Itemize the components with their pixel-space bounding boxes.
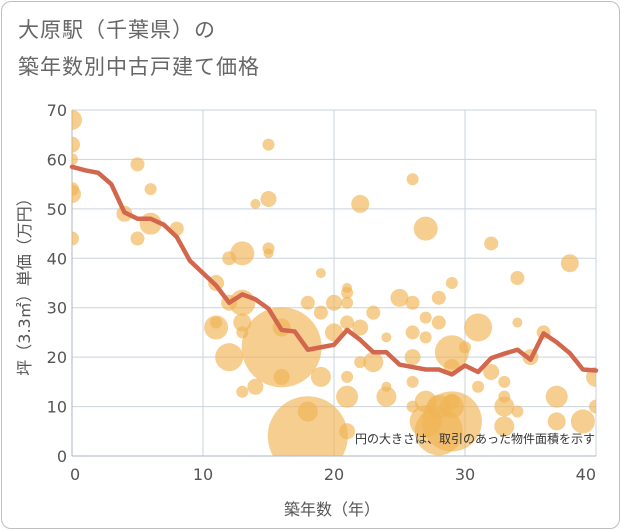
price-bubble <box>144 183 157 196</box>
price-bubble <box>376 386 397 407</box>
price-bubble <box>341 286 354 299</box>
price-bubble <box>405 325 420 340</box>
x-tick-label: 30 <box>455 465 475 484</box>
price-bubble <box>494 416 515 437</box>
price-bubble <box>381 332 392 343</box>
price-bubble <box>510 271 525 286</box>
price-bubble <box>315 268 326 279</box>
price-bubble <box>459 341 471 354</box>
price-bubble <box>421 391 482 452</box>
price-bubble <box>326 294 342 311</box>
price-bubble <box>72 109 82 130</box>
price-bubble <box>72 153 78 166</box>
price-bubble <box>511 405 524 418</box>
x-tick-label: 20 <box>324 465 344 484</box>
price-bubble <box>512 317 523 328</box>
y-tick-label: 40 <box>47 249 67 268</box>
price-bubble <box>472 380 485 393</box>
price-bubble <box>354 356 367 369</box>
chart-title-line2: 築年数別中古戸建て価格 <box>18 55 260 79</box>
price-bubble <box>484 236 499 251</box>
price-bubble <box>260 190 277 207</box>
y-tick-label: 50 <box>47 200 67 219</box>
price-bubble <box>431 315 446 330</box>
price-bubble <box>570 409 595 434</box>
y-tick-label: 70 <box>47 101 67 120</box>
x-axis-label: 築年数（年） <box>284 500 380 519</box>
y-tick-label: 60 <box>47 150 67 169</box>
chart-title-line1: 大原駅（千葉県）の <box>18 18 216 42</box>
price-bubble <box>339 423 356 440</box>
y-tick-label: 0 <box>57 447 67 466</box>
price-bubble <box>406 375 419 388</box>
price-bubble <box>233 313 252 332</box>
price-bubble <box>263 248 274 259</box>
price-bubble <box>230 241 255 266</box>
price-bubble <box>547 412 566 431</box>
price-bubble <box>215 343 244 372</box>
price-bubble <box>498 375 511 388</box>
price-bubble <box>130 157 145 172</box>
price-bubble <box>390 288 409 307</box>
price-bubble <box>351 194 370 213</box>
price-bubble <box>404 349 421 366</box>
price-bubble <box>273 368 290 385</box>
price-bubble <box>494 396 515 417</box>
price-bubble <box>341 296 354 309</box>
price-bubble <box>267 396 348 456</box>
price-bubble <box>204 315 229 340</box>
price-bubble <box>236 385 249 398</box>
price-bubble <box>72 136 80 153</box>
price-bubble <box>431 290 446 305</box>
price-bubble <box>341 370 354 383</box>
price-bubble <box>336 385 359 408</box>
price-bubble <box>419 311 432 324</box>
price-bubble <box>545 385 568 408</box>
price-bubble <box>352 319 369 336</box>
price-bubble <box>247 378 264 395</box>
price-bubble <box>363 352 384 373</box>
price-bubble <box>406 173 419 186</box>
price-bubble <box>483 363 500 380</box>
average-line-layer <box>69 164 599 377</box>
price-bubble <box>130 231 145 246</box>
price-bubble <box>589 399 596 414</box>
price-bubble <box>445 277 458 289</box>
price-bubble <box>464 313 493 342</box>
price-bubble <box>560 254 579 273</box>
price-bubble <box>250 198 261 209</box>
price-bubble <box>313 305 328 320</box>
price-bubble <box>262 138 275 151</box>
tick-labels: 0 10 20 30 40 50 60 70 0 10 20 30 40 <box>47 101 596 484</box>
price-bubble <box>241 307 322 388</box>
price-bubble <box>405 295 420 310</box>
y-axis-label: 坪（3.3㎡）単価（万円） <box>15 190 34 375</box>
price-bubble <box>72 231 79 246</box>
price-bubble <box>419 331 432 344</box>
y-tick-label: 20 <box>47 348 67 367</box>
bubble-size-note: 円の大きさは、取引のあった物件面積を示す <box>355 431 595 446</box>
x-tick-label: 10 <box>193 465 213 484</box>
x-tick-label: 0 <box>70 465 80 484</box>
price-bubble <box>366 305 381 320</box>
price-bubble <box>340 315 355 330</box>
y-tick-label: 30 <box>47 299 67 318</box>
y-tick-label: 10 <box>47 398 67 417</box>
price-bubble <box>310 366 331 387</box>
price-bubble <box>72 185 81 204</box>
price-bubble <box>413 216 438 241</box>
average-price-line <box>69 164 599 377</box>
x-tick-label: 40 <box>576 465 596 484</box>
price-bubble <box>300 295 315 310</box>
